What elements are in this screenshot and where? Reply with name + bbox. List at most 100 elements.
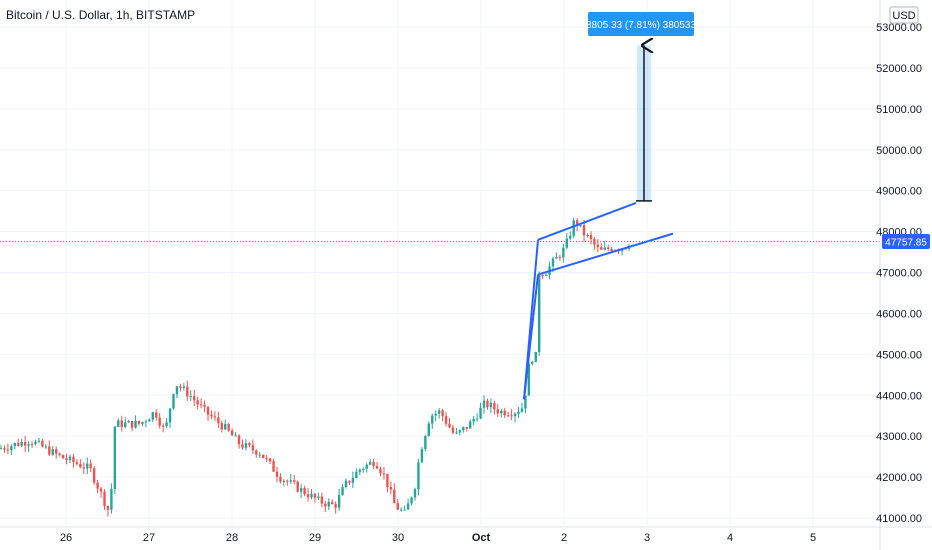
candle: [458, 429, 462, 436]
candle: [517, 407, 520, 419]
candle: [82, 462, 85, 475]
candle: [237, 434, 241, 449]
candle: [389, 481, 393, 495]
candle: [558, 254, 562, 261]
candle: [272, 458, 275, 472]
candle: [75, 459, 79, 466]
candle-body: [110, 489, 113, 510]
candle-body: [272, 461, 275, 472]
candle-body: [544, 274, 548, 276]
candle: [48, 440, 51, 457]
candle: [431, 413, 434, 429]
candle-body: [482, 400, 486, 408]
candle: [255, 449, 258, 458]
candle-body: [506, 415, 510, 417]
candle-body: [524, 395, 527, 409]
candle-body: [37, 440, 41, 442]
candle-body: [303, 488, 306, 495]
measure-text: 3805.33 (7.81%) 380533: [586, 20, 697, 31]
candle-body: [555, 256, 558, 259]
candle: [99, 486, 103, 498]
candle: [331, 499, 334, 505]
candle-body: [58, 453, 61, 456]
candle-body: [172, 394, 175, 409]
candle-body: [234, 435, 237, 437]
candle: [486, 398, 489, 410]
candle: [161, 423, 165, 433]
candle-body: [513, 413, 517, 417]
grid: [0, 0, 880, 527]
candle-body: [158, 417, 161, 426]
pattern-line: [537, 202, 637, 241]
candle-body: [265, 457, 268, 459]
candle-body: [603, 247, 606, 250]
currency-button[interactable]: USD: [889, 6, 919, 24]
candle: [434, 410, 437, 422]
measure-label[interactable]: 3805.33 (7.81%) 380533: [586, 12, 697, 36]
candle-body: [251, 445, 255, 451]
candle-body: [120, 420, 123, 428]
candle: [51, 446, 54, 457]
candle: [213, 411, 217, 421]
candle-body: [372, 461, 375, 466]
candle: [327, 498, 330, 510]
candle-body: [493, 402, 496, 410]
candle: [603, 241, 606, 251]
candle: [506, 411, 510, 417]
candle: [372, 458, 375, 469]
candle-body: [313, 493, 317, 498]
y-tick-label: 43000.00: [876, 431, 922, 443]
candle: [13, 442, 16, 450]
candle: [565, 232, 568, 250]
candle-body: [503, 410, 506, 416]
time-axis[interactable]: 26 27 28 29 30 Oct 2 3 4 5: [0, 526, 932, 544]
candle-body: [403, 509, 406, 511]
candle-body: [179, 386, 182, 388]
candle: [441, 408, 444, 422]
candle-body: [103, 491, 106, 506]
x-tick-label: 26: [60, 532, 72, 544]
candle-body: [148, 419, 151, 422]
candle-body: [268, 458, 272, 462]
candle-body: [299, 488, 303, 492]
x-tick-label: 4: [727, 532, 733, 544]
candle: [141, 421, 144, 427]
candle: [410, 496, 413, 506]
candle-body: [237, 435, 241, 445]
candle: [541, 273, 544, 280]
y-tick-label: 49000.00: [876, 186, 922, 198]
candle: [61, 454, 65, 459]
candle: [34, 439, 37, 446]
candle-body: [324, 503, 327, 507]
x-tick-label: 3: [644, 532, 650, 544]
measure-tool[interactable]: [636, 45, 652, 202]
candle-body: [293, 480, 296, 482]
candle: [196, 396, 199, 409]
candle: [155, 409, 158, 421]
candle-body: [355, 471, 358, 479]
candle: [58, 452, 61, 457]
candle: [469, 419, 472, 429]
candle: [368, 458, 372, 466]
candle-body: [458, 430, 462, 433]
candle-body: [393, 489, 396, 504]
candle-body: [500, 410, 503, 414]
candle-body: [3, 448, 6, 450]
candle-body: [348, 480, 351, 483]
x-tick-label: 30: [392, 532, 404, 544]
candle: [186, 380, 189, 401]
candle: [244, 439, 248, 451]
candle-body: [310, 493, 313, 498]
candle: [134, 415, 137, 429]
candle-body: [420, 449, 424, 463]
candle: [6, 443, 10, 454]
candle: [227, 422, 230, 432]
candle: [386, 473, 389, 493]
candle-body: [520, 408, 524, 412]
candle: [262, 454, 265, 459]
candle-body: [168, 408, 172, 423]
candle: [258, 452, 261, 459]
candle-body: [17, 442, 20, 446]
